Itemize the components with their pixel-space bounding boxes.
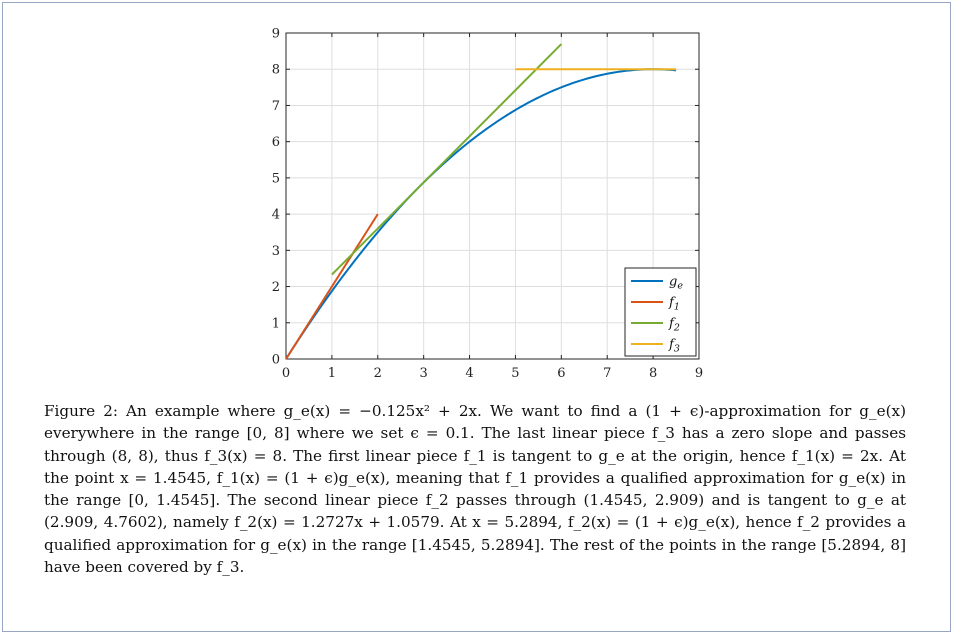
y-tick-label: 1 [272, 316, 280, 331]
series-line-f1 [285, 213, 379, 360]
y-tick-label: 4 [272, 208, 280, 223]
y-tick-label: 2 [272, 280, 280, 295]
series-line-ge [285, 68, 677, 360]
y-tick-label: 7 [272, 99, 280, 114]
x-tick-label: 3 [420, 366, 428, 381]
x-tick-label: 2 [374, 366, 382, 381]
legend-label: f3 [668, 338, 680, 355]
x-tick-label: 8 [649, 366, 657, 381]
y-tick-label: 0 [272, 353, 280, 368]
y-tick-label: 5 [272, 171, 280, 186]
x-tick-label: 5 [511, 366, 519, 381]
legend-label: ge [669, 275, 683, 292]
series-line-f2 [331, 43, 563, 276]
axis-ticks: 0 1 2 3 4 5 6 7 8 9 0 1 2 3 4 5 6 7 8 9 [272, 27, 703, 382]
x-tick-label: 6 [557, 366, 565, 381]
legend: ge f1 f2 f3 [624, 267, 697, 357]
legend-label: f1 [668, 296, 680, 313]
line-chart: 0 1 2 3 4 5 6 7 8 9 0 1 2 3 4 5 6 7 8 9 ge f1 f2 f3 [272, 27, 703, 382]
x-tick-label: 9 [695, 366, 703, 381]
x-tick-label: 4 [465, 366, 473, 381]
axes-box [285, 32, 700, 360]
x-tick-label: 7 [603, 366, 611, 381]
series-lines [285, 43, 677, 360]
y-tick-label: 3 [272, 244, 280, 259]
y-tick-label: 9 [272, 27, 280, 42]
legend-label: f2 [668, 317, 680, 334]
y-tick-label: 6 [272, 135, 280, 150]
legend-box [624, 267, 697, 357]
x-tick-label: 0 [282, 366, 290, 381]
y-tick-label: 8 [272, 63, 280, 78]
caption-text: Figure 2: An example where g_e(x) = −0.1… [44, 402, 906, 577]
x-tick-label: 1 [328, 366, 336, 381]
figure-caption: Figure 2: An example where g_e(x) = −0.1… [44, 400, 906, 578]
